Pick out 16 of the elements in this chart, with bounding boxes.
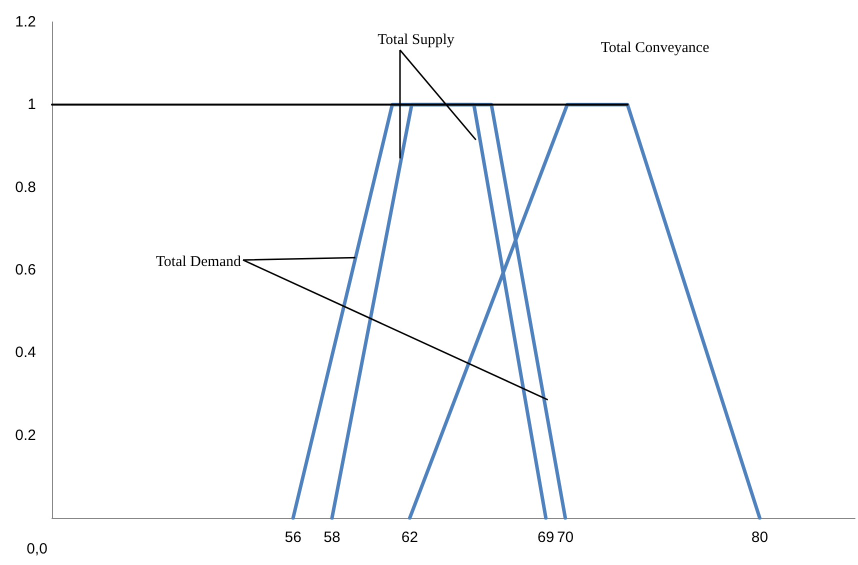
x-tick-label: 69 [538,529,554,546]
y-tick-label: 0.2 [15,426,36,444]
x-tick-label: 56 [284,529,302,546]
x-tick-label: 70 [556,529,574,546]
y-tick-label: 1 [28,96,36,114]
annotation: Total Supply [378,32,455,48]
y-tick-label: 0.6 [15,262,36,278]
annotation: Total Conveyance [600,40,710,56]
y-tick-label: 1.2 [15,14,36,30]
x-tick-label: 80 [751,529,768,546]
text: 0,0 [26,540,48,558]
annotation: Total Demand [156,254,242,270]
y-tick-label: 0.4 [15,344,36,362]
x-tick-label: 58 [324,529,340,546]
y-tick-label: 0.8 [15,178,36,196]
x-tick-label: 62 [401,529,418,546]
